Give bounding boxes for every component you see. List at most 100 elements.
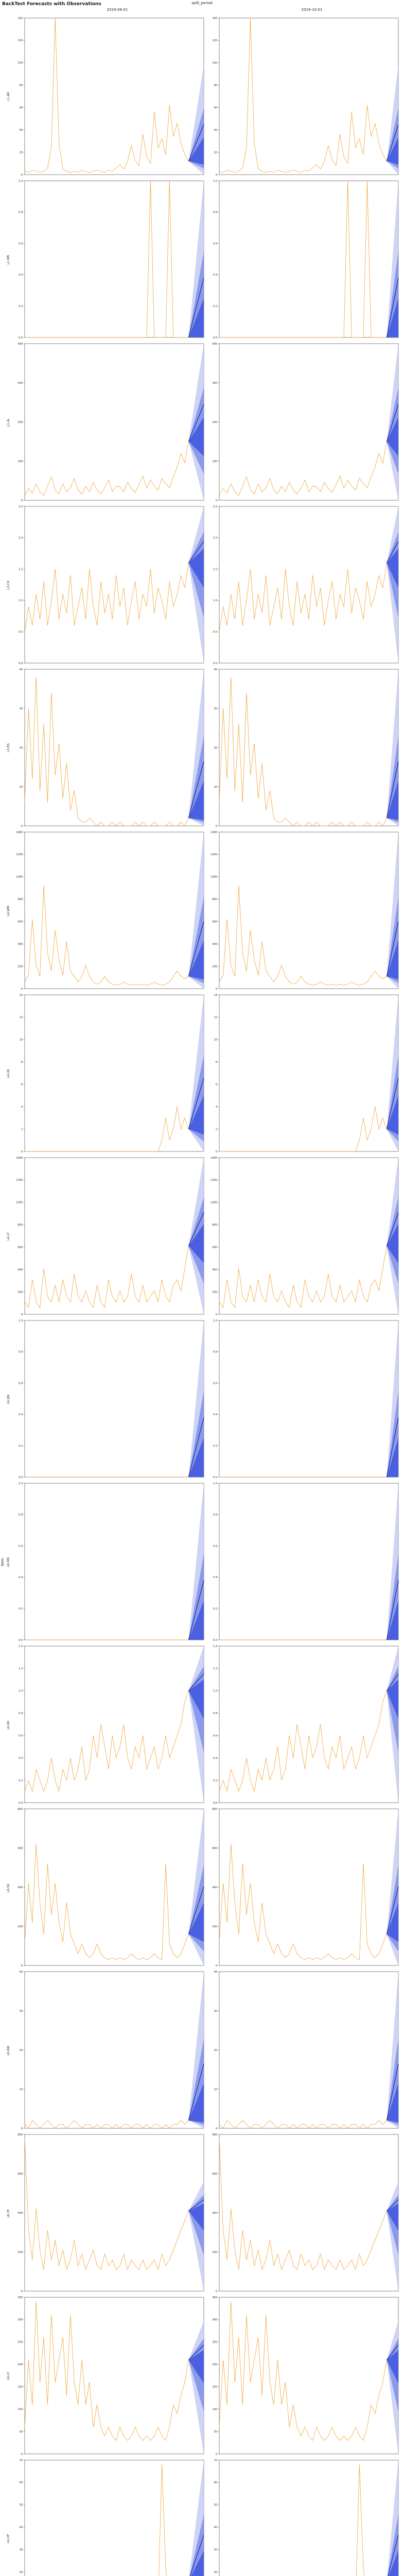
y-tick-label: 300 — [212, 382, 217, 385]
row-label-L6.3Y: L6.3Y — [6, 2209, 10, 2218]
y-tick-label: 250 — [212, 2341, 217, 2344]
subplot-L6.HP-2019-10-01: 010203040506070 — [214, 2459, 399, 2576]
y-tick-label: 20 — [20, 2571, 23, 2574]
y-tick-label: 0 — [216, 988, 217, 991]
plot-area — [24, 506, 204, 664]
observation-line — [25, 1106, 189, 1152]
y-tick-label: 600 — [212, 921, 217, 924]
y-tick-label: 0.0 — [213, 1476, 217, 1479]
forecast-median-line — [188, 1580, 204, 1640]
forecast-band-inner — [188, 781, 204, 820]
y-tick-label: 1.0 — [213, 1482, 217, 1485]
facet-row-L6.KW: L6.KW 0 10 20 30 40 0 10 20 30 40 — [5, 1969, 400, 2132]
y-tick-label: 800 — [17, 2133, 23, 2137]
y-tick-label: 20 — [214, 747, 217, 750]
y-tick-label: 800 — [212, 1808, 217, 1811]
y-tick-label: 0.0 — [19, 336, 23, 340]
row-label-L1.MR: L1.MR — [6, 255, 10, 265]
y-tick-label: 1.0 — [213, 1319, 217, 1323]
y-tick-label: 100 — [17, 460, 23, 463]
y-tick-label: 20 — [214, 151, 217, 154]
subplot-L3.RS-2019-10-01: 0 10 20 30 40 — [214, 668, 399, 828]
row-label-L1.4L: L1.4L — [6, 418, 10, 427]
y-tick-label: 1000 — [210, 1201, 217, 1205]
y-tick-label: 10 — [214, 1039, 217, 1042]
observation-line — [159, 2464, 167, 2576]
y-tick-label: 2.0 — [19, 537, 23, 540]
forecast-median-line — [188, 761, 204, 818]
y-tick-label: 0.8 — [19, 1351, 23, 1354]
forecast-median-line — [189, 2535, 204, 2576]
plot-area — [219, 180, 399, 338]
y-tick-label: 800 — [17, 1224, 23, 1227]
subplot-L4.U6-2019-06-01: 0 2 4 6 8 10 12 14 — [20, 994, 204, 1154]
y-tick-label: 1400 — [210, 831, 217, 834]
subplot-L6.LY-2019-10-01: 0 50 100 150 200 250 300 350 — [212, 2296, 399, 2456]
subplot-L1.4B-2019-10-01: 0 20 40 60 80 100 120 140 — [212, 17, 399, 177]
forecast-median-line — [386, 124, 399, 162]
forecast-band-inner — [188, 1680, 204, 1719]
y-tick-label: 0.8 — [19, 1514, 23, 1517]
y-tick-label: 0 — [21, 988, 23, 991]
forecast-band-inner — [188, 1601, 204, 1640]
facet-row-L1.4B: L1.4B 0 20 40 60 80 100 120 140 0 20 40 60 80 100 120 14… — [5, 15, 400, 178]
y-tick-label: 0 — [21, 1313, 23, 1316]
observation-line — [24, 563, 189, 632]
forecast-band-inner — [188, 549, 204, 588]
y-tick-label: 1400 — [16, 831, 23, 834]
facet-row-variable-strip: Item — [0, 15, 5, 2576]
y-tick-label: 0.4 — [213, 274, 217, 277]
subplot-L6.QN-2019-10-01: 0.0 0.2 0.4 0.6 0.8 1.0 — [213, 1319, 399, 1479]
y-tick-label: 30 — [214, 2010, 217, 2013]
row-label-L6.SV: L6.SV — [6, 1883, 10, 1892]
y-tick-label: 0 — [21, 1150, 23, 1154]
observation-line — [219, 2301, 387, 2441]
y-tick-label: 200 — [212, 421, 217, 424]
figure-header: BackTest Forecasts with Observations spl… — [0, 0, 404, 15]
observation-line — [219, 1246, 387, 1308]
row-label-L4.WM: L4.WM — [6, 905, 10, 917]
y-tick-label: 400 — [17, 943, 23, 946]
y-tick-label: 0.5 — [213, 631, 217, 634]
y-tick-label: 1000 — [210, 876, 217, 879]
y-tick-label: 0 — [216, 2127, 217, 2130]
plot-area — [24, 18, 204, 175]
observation-line — [24, 441, 189, 496]
y-tick-label: 40 — [214, 1971, 217, 1974]
y-tick-label: 1200 — [16, 1179, 23, 1182]
y-tick-label: 0 — [216, 825, 217, 828]
forecast-median-line — [386, 278, 399, 338]
row-label-L6.LY: L6.LY — [6, 2372, 10, 2380]
y-tick-label: 0.6 — [213, 242, 217, 245]
plot-area — [24, 2460, 204, 2576]
subplot-L1.MR-2019-06-01: 0.0 0.2 0.4 0.6 0.8 1.0 — [19, 180, 204, 340]
forecast-median-line — [386, 1078, 399, 1129]
y-tick-label: 100 — [212, 460, 217, 463]
y-tick-label: 0.4 — [19, 1576, 23, 1579]
forecast-median-line — [188, 1078, 204, 1129]
y-tick-label: 0 — [21, 1964, 23, 1968]
forecast-median-line — [386, 1673, 399, 1691]
y-tick-label: 70 — [214, 2459, 217, 2462]
forecast-band-inner — [387, 2204, 398, 2231]
facet-row-L6.3Y: L6.3Y 0 200 400 600 800 0 200 400 600 800 — [5, 2132, 400, 2295]
y-tick-label: 200 — [212, 2363, 217, 2366]
y-tick-label: 100 — [17, 62, 23, 65]
subplot-L4.LF-2019-10-01: 0 200 400 600 800 1000 1200 1400 — [210, 1157, 399, 1316]
y-tick-label: 8 — [216, 1061, 217, 1064]
y-tick-label: 200 — [17, 2251, 23, 2254]
facet-column-variable-label: split_period — [191, 1, 213, 5]
y-tick-label: 50 — [20, 2430, 23, 2433]
subplot-L6.EK-2019-06-01: 0.0 0.2 0.4 0.6 0.8 1.0 1.2 1.4 — [19, 1645, 204, 1805]
y-tick-label: 60 — [20, 107, 23, 110]
facet-row-L6.QN: L6.QN 0.0 0.2 0.4 0.6 0.8 1.0 0.0 0.2 0.4 0.6 0.8 1.… — [5, 1318, 400, 1481]
y-tick-label: 250 — [17, 2341, 23, 2344]
forecast-band-inner — [188, 298, 204, 337]
observation-line — [219, 441, 387, 496]
plot-area — [24, 669, 204, 826]
y-tick-label: 1.0 — [19, 1482, 23, 1485]
y-tick-label: 800 — [212, 898, 217, 901]
y-tick-label: 1.5 — [19, 568, 23, 571]
y-tick-label: 0.6 — [213, 1382, 217, 1385]
y-tick-label: 0.6 — [213, 1545, 217, 1548]
